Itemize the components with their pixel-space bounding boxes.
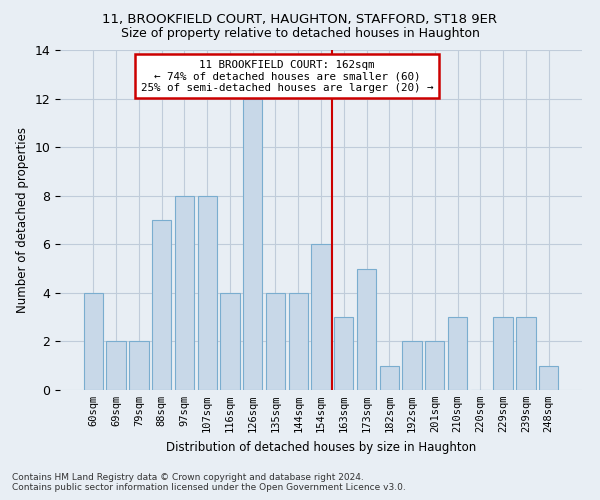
Bar xyxy=(334,317,353,390)
Bar xyxy=(289,293,308,390)
Bar xyxy=(493,317,513,390)
Bar xyxy=(448,317,467,390)
Bar xyxy=(152,220,172,390)
Bar xyxy=(380,366,399,390)
Bar xyxy=(539,366,558,390)
Bar xyxy=(106,342,126,390)
Bar xyxy=(357,268,376,390)
Bar xyxy=(266,293,285,390)
X-axis label: Distribution of detached houses by size in Haughton: Distribution of detached houses by size … xyxy=(166,440,476,454)
Bar xyxy=(197,196,217,390)
Bar xyxy=(220,293,239,390)
Text: Size of property relative to detached houses in Haughton: Size of property relative to detached ho… xyxy=(121,28,479,40)
Text: Contains HM Land Registry data © Crown copyright and database right 2024.
Contai: Contains HM Land Registry data © Crown c… xyxy=(12,473,406,492)
Bar xyxy=(84,293,103,390)
Y-axis label: Number of detached properties: Number of detached properties xyxy=(16,127,29,313)
Text: 11 BROOKFIELD COURT: 162sqm
← 74% of detached houses are smaller (60)
25% of sem: 11 BROOKFIELD COURT: 162sqm ← 74% of det… xyxy=(140,60,433,93)
Bar xyxy=(129,342,149,390)
Bar xyxy=(243,98,262,390)
Text: 11, BROOKFIELD COURT, HAUGHTON, STAFFORD, ST18 9ER: 11, BROOKFIELD COURT, HAUGHTON, STAFFORD… xyxy=(103,12,497,26)
Bar xyxy=(516,317,536,390)
Bar xyxy=(403,342,422,390)
Bar xyxy=(425,342,445,390)
Bar xyxy=(175,196,194,390)
Bar xyxy=(311,244,331,390)
